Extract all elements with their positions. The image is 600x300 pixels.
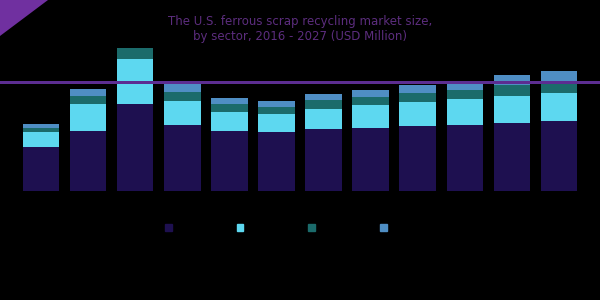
Bar xyxy=(164,92,200,101)
Bar xyxy=(23,133,59,147)
Bar xyxy=(494,85,530,96)
Bar xyxy=(400,93,436,102)
Bar xyxy=(23,128,59,133)
Bar xyxy=(400,85,436,93)
Bar xyxy=(352,106,389,128)
Bar xyxy=(400,102,436,126)
Bar xyxy=(352,128,389,191)
Bar xyxy=(494,96,530,123)
Bar xyxy=(117,48,154,59)
Bar xyxy=(494,123,530,191)
Bar xyxy=(446,90,483,99)
Bar xyxy=(258,133,295,191)
Title: The U.S. ferrous scrap recycling market size,
by sector, 2016 - 2027 (USD Millio: The U.S. ferrous scrap recycling market … xyxy=(168,15,432,43)
Bar xyxy=(258,114,295,133)
Bar xyxy=(541,71,577,82)
Bar xyxy=(117,59,154,104)
Bar xyxy=(70,89,106,96)
Bar xyxy=(305,94,342,100)
Bar xyxy=(446,124,483,191)
Bar xyxy=(541,82,577,93)
Bar xyxy=(211,104,248,112)
Legend: Segment 1, Segment 2, Segment 3, Segment 4: Segment 1, Segment 2, Segment 3, Segment… xyxy=(165,224,435,233)
Bar xyxy=(400,126,436,191)
Bar xyxy=(541,93,577,122)
Bar xyxy=(494,75,530,85)
Bar xyxy=(258,101,295,107)
Bar xyxy=(446,99,483,124)
Bar xyxy=(211,98,248,104)
Bar xyxy=(70,131,106,191)
Bar xyxy=(352,97,389,106)
Bar xyxy=(305,129,342,191)
Bar xyxy=(446,81,483,90)
Bar xyxy=(164,84,200,92)
Bar xyxy=(541,122,577,191)
Bar xyxy=(258,107,295,114)
Bar xyxy=(211,112,248,131)
Bar xyxy=(352,90,389,97)
Bar xyxy=(305,109,342,129)
Bar xyxy=(117,104,154,191)
Bar xyxy=(23,124,59,128)
Bar xyxy=(164,124,200,191)
Bar xyxy=(70,104,106,131)
Bar xyxy=(211,131,248,191)
Bar xyxy=(164,101,200,124)
Bar xyxy=(70,96,106,104)
Bar xyxy=(305,100,342,109)
Bar xyxy=(23,147,59,191)
Bar xyxy=(117,36,154,48)
